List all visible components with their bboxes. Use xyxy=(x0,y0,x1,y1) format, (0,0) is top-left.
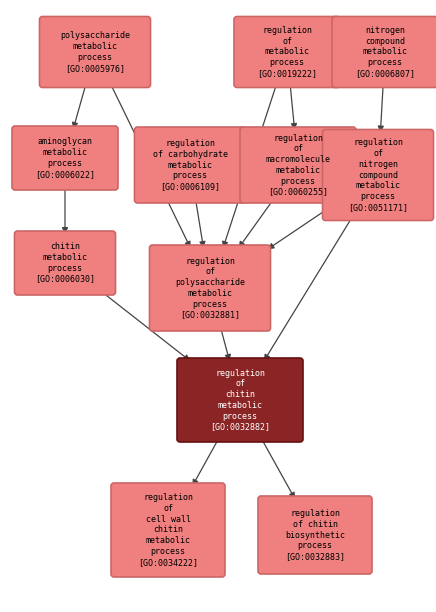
FancyBboxPatch shape xyxy=(332,17,436,88)
FancyBboxPatch shape xyxy=(234,17,340,88)
FancyBboxPatch shape xyxy=(12,126,118,190)
FancyBboxPatch shape xyxy=(258,496,372,574)
FancyBboxPatch shape xyxy=(14,231,116,295)
Text: regulation
of carbohydrate
metabolic
process
[GO:0006109]: regulation of carbohydrate metabolic pro… xyxy=(153,139,228,191)
FancyBboxPatch shape xyxy=(323,130,433,220)
Text: aminoglycan
metabolic
process
[GO:0006022]: aminoglycan metabolic process [GO:000602… xyxy=(35,137,95,179)
FancyBboxPatch shape xyxy=(240,127,356,203)
FancyBboxPatch shape xyxy=(177,358,303,442)
Text: polysaccharide
metabolic
process
[GO:0005976]: polysaccharide metabolic process [GO:000… xyxy=(60,31,130,73)
Text: regulation
of
nitrogen
compound
metabolic
process
[GO:0051171]: regulation of nitrogen compound metaboli… xyxy=(348,138,408,212)
Text: chitin
metabolic
process
[GO:0006030]: chitin metabolic process [GO:0006030] xyxy=(35,242,95,283)
FancyBboxPatch shape xyxy=(111,483,225,577)
FancyBboxPatch shape xyxy=(150,245,270,331)
Text: regulation
of
chitin
metabolic
process
[GO:0032882]: regulation of chitin metabolic process [… xyxy=(210,368,270,431)
Text: regulation
of chitin
biosynthetic
process
[GO:0032883]: regulation of chitin biosynthetic proces… xyxy=(285,509,345,561)
Text: regulation
of
metabolic
process
[GO:0019222]: regulation of metabolic process [GO:0019… xyxy=(257,26,317,78)
Text: regulation
of
macromolecule
metabolic
process
[GO:0060255]: regulation of macromolecule metabolic pr… xyxy=(266,133,330,196)
FancyBboxPatch shape xyxy=(134,127,245,203)
FancyBboxPatch shape xyxy=(40,17,150,88)
Text: regulation
of
polysaccharide
metabolic
process
[GO:0032881]: regulation of polysaccharide metabolic p… xyxy=(175,256,245,319)
Text: nitrogen
compound
metabolic
process
[GO:0006807]: nitrogen compound metabolic process [GO:… xyxy=(355,26,415,78)
Text: regulation
of
cell wall
chitin
metabolic
process
[GO:0034222]: regulation of cell wall chitin metabolic… xyxy=(138,493,198,567)
